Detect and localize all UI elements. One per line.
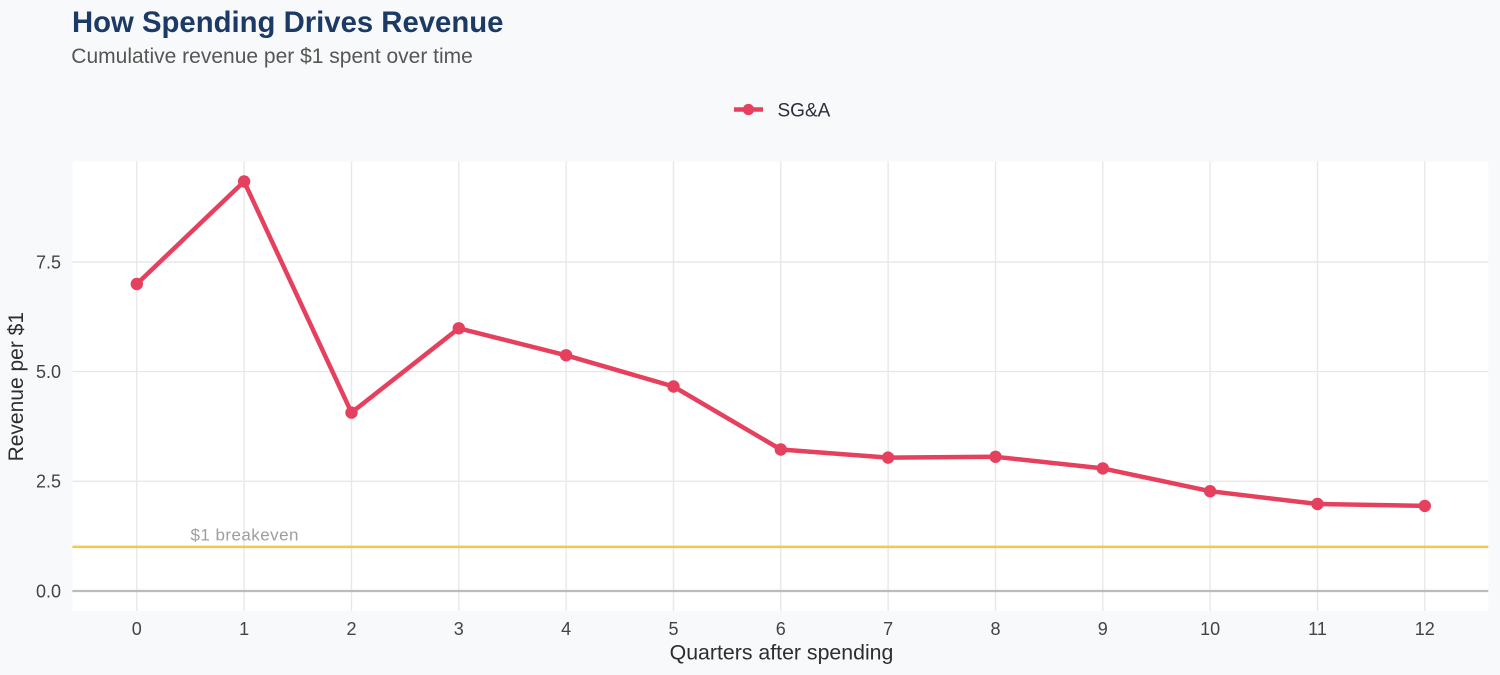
svg-text:12: 12 xyxy=(1415,619,1435,639)
svg-text:SG&A: SG&A xyxy=(778,100,831,121)
svg-text:Revenue per $1: Revenue per $1 xyxy=(5,312,28,461)
svg-text:0: 0 xyxy=(132,619,142,639)
svg-text:5.0: 5.0 xyxy=(36,362,61,382)
svg-text:4: 4 xyxy=(561,619,571,639)
svg-text:Quarters after spending: Quarters after spending xyxy=(670,641,894,665)
svg-text:11: 11 xyxy=(1308,619,1327,639)
svg-text:9: 9 xyxy=(1098,619,1108,639)
svg-text:10: 10 xyxy=(1200,619,1220,639)
svg-text:7: 7 xyxy=(883,619,893,639)
svg-text:1: 1 xyxy=(239,619,249,639)
svg-text:2.5: 2.5 xyxy=(36,472,61,492)
svg-text:Cumulative revenue per $1 spen: Cumulative revenue per $1 spent over tim… xyxy=(71,45,473,68)
svg-text:0.0: 0.0 xyxy=(36,581,61,601)
svg-text:3: 3 xyxy=(454,619,464,639)
svg-text:6: 6 xyxy=(776,619,786,639)
svg-text:7.5: 7.5 xyxy=(36,252,61,272)
svg-text:$1 breakeven: $1 breakeven xyxy=(191,525,299,544)
svg-text:8: 8 xyxy=(990,619,1000,639)
svg-text:2: 2 xyxy=(346,619,356,639)
svg-text:How Spending Drives Revenue: How Spending Drives Revenue xyxy=(72,6,503,39)
svg-text:5: 5 xyxy=(668,619,678,639)
